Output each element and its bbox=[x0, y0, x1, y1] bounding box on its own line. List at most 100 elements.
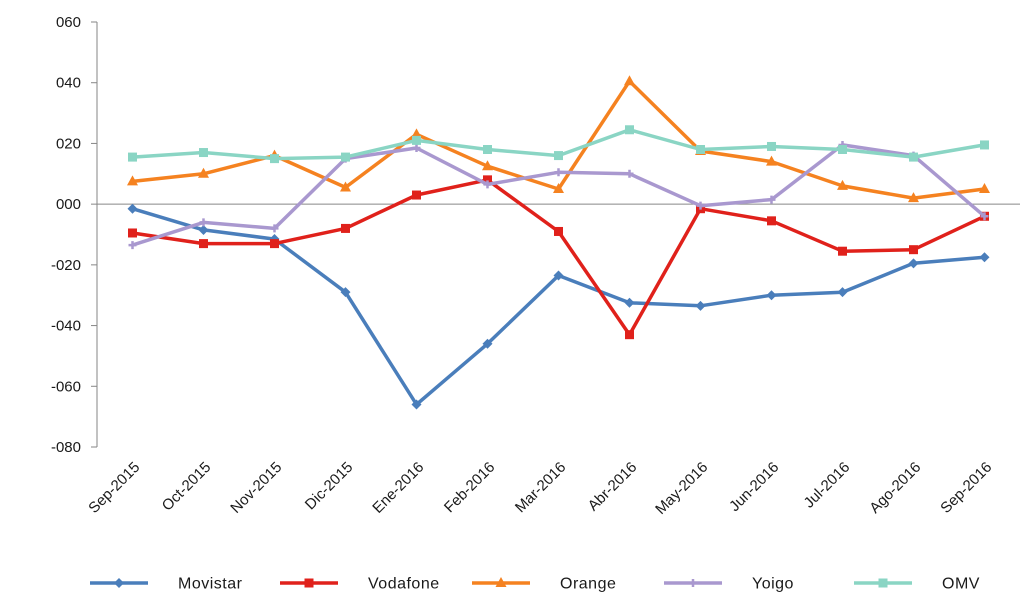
data-point-omv bbox=[270, 154, 279, 164]
data-point-vodafone bbox=[838, 246, 847, 256]
x-tick-label: May-2016 bbox=[652, 459, 711, 518]
data-point-orange bbox=[127, 175, 138, 186]
data-point-yoigo bbox=[128, 241, 137, 250]
data-point-yoigo bbox=[696, 201, 705, 210]
data-point-omv bbox=[625, 125, 634, 135]
data-point-orange bbox=[979, 182, 990, 193]
data-point-vodafone bbox=[909, 245, 918, 255]
x-tick-label: Dic-2015 bbox=[302, 459, 356, 513]
series-omv bbox=[128, 125, 989, 164]
legend-item-movistar: Movistar bbox=[90, 576, 243, 593]
legend-item-vodafone: Vodafone bbox=[280, 576, 440, 593]
legend-swatch-marker bbox=[878, 578, 888, 588]
data-point-movistar bbox=[553, 270, 564, 281]
data-point-vodafone bbox=[341, 223, 350, 233]
x-tick-label: Sep-2015 bbox=[85, 459, 143, 517]
data-point-omv bbox=[199, 148, 208, 158]
data-point-orange bbox=[837, 179, 848, 190]
series-vodafone bbox=[128, 175, 989, 340]
series-line-movistar bbox=[130, 206, 987, 407]
series-movistar bbox=[127, 203, 990, 410]
data-point-omv bbox=[838, 145, 847, 154]
legend-item-yoigo: Yoigo bbox=[664, 576, 794, 593]
data-point-movistar bbox=[908, 258, 919, 269]
x-tick-label: Jun-2016 bbox=[726, 459, 782, 515]
x-tick-label: Ago-2016 bbox=[866, 459, 924, 517]
y-tick-label: -080 bbox=[51, 439, 81, 456]
data-point-orange bbox=[908, 192, 919, 203]
legend-label: Orange bbox=[560, 576, 616, 593]
x-tick-label: Feb-2016 bbox=[441, 459, 498, 516]
data-point-vodafone bbox=[767, 216, 776, 226]
data-point-omv bbox=[767, 141, 776, 151]
data-point-yoigo bbox=[767, 195, 776, 204]
data-point-omv bbox=[341, 152, 350, 162]
data-point-orange bbox=[340, 181, 351, 192]
data-point-omv bbox=[980, 140, 989, 150]
legend-label: OMV bbox=[942, 576, 980, 593]
legend-swatch-marker bbox=[304, 578, 314, 588]
data-point-vodafone bbox=[625, 330, 634, 340]
data-point-vodafone bbox=[128, 228, 137, 238]
y-tick-label: -060 bbox=[51, 378, 81, 395]
data-point-movistar bbox=[127, 203, 138, 214]
legend-label: Movistar bbox=[178, 576, 243, 593]
data-point-orange bbox=[482, 160, 493, 171]
y-axis: 060 040 020 000 -020 -040 -060 -080 bbox=[51, 14, 98, 456]
x-tick-label: Oct-2015 bbox=[159, 459, 215, 515]
data-point-movistar bbox=[766, 290, 777, 301]
data-point-movistar bbox=[837, 287, 848, 298]
data-point-movistar bbox=[340, 287, 351, 298]
data-point-omv bbox=[696, 145, 705, 154]
y-tick-label: 060 bbox=[56, 14, 81, 31]
x-tick-label: Abr-2016 bbox=[585, 459, 641, 515]
data-point-movistar bbox=[411, 399, 422, 410]
series-group bbox=[127, 75, 990, 410]
data-point-yoigo bbox=[554, 168, 563, 177]
data-point-vodafone bbox=[412, 190, 421, 200]
x-tick-label: Jul-2016 bbox=[801, 459, 854, 512]
y-tick-label: -020 bbox=[51, 257, 81, 274]
data-point-vodafone bbox=[199, 239, 208, 249]
data-point-orange bbox=[198, 167, 209, 178]
y-tick-label: 020 bbox=[56, 135, 81, 152]
data-point-orange bbox=[553, 182, 564, 193]
x-tick-label: Sep-2016 bbox=[937, 459, 995, 517]
legend-swatch-marker bbox=[114, 578, 124, 588]
data-point-omv bbox=[554, 151, 563, 161]
x-tick-label: Mar-2016 bbox=[512, 459, 569, 516]
data-point-yoigo bbox=[980, 212, 989, 221]
legend-item-orange: Orange bbox=[472, 576, 616, 593]
data-point-vodafone bbox=[483, 175, 492, 185]
data-point-vodafone bbox=[554, 226, 563, 236]
series-line-orange bbox=[130, 79, 987, 200]
y-tick-label: 040 bbox=[56, 75, 81, 92]
data-point-yoigo bbox=[270, 224, 279, 233]
data-point-yoigo bbox=[199, 218, 208, 227]
data-point-yoigo bbox=[483, 180, 492, 189]
data-point-omv bbox=[128, 152, 137, 162]
legend-label: Yoigo bbox=[752, 576, 794, 593]
data-point-movistar bbox=[979, 252, 990, 263]
data-point-movistar bbox=[695, 300, 706, 311]
data-point-movistar bbox=[624, 297, 635, 308]
data-point-vodafone bbox=[270, 239, 279, 249]
series-orange bbox=[127, 75, 990, 203]
legend-label: Vodafone bbox=[368, 576, 440, 593]
series-line-vodafone bbox=[130, 178, 987, 337]
data-point-yoigo bbox=[625, 169, 634, 178]
x-tick-label: Nov-2015 bbox=[227, 459, 285, 517]
data-point-omv bbox=[412, 135, 421, 145]
x-tick-label: Ene-2016 bbox=[369, 459, 427, 517]
data-point-orange bbox=[411, 128, 422, 139]
legend-item-omv: OMV bbox=[854, 576, 980, 593]
legend: Movistar Vodafone Orange Yoigo OMV bbox=[90, 576, 980, 593]
data-point-orange bbox=[624, 75, 635, 86]
data-point-movistar bbox=[198, 224, 209, 235]
legend-swatch-marker bbox=[689, 579, 697, 587]
data-point-orange bbox=[766, 155, 777, 166]
legend-swatch-marker bbox=[495, 577, 507, 587]
data-point-movistar bbox=[482, 338, 493, 349]
data-point-omv bbox=[483, 145, 492, 154]
